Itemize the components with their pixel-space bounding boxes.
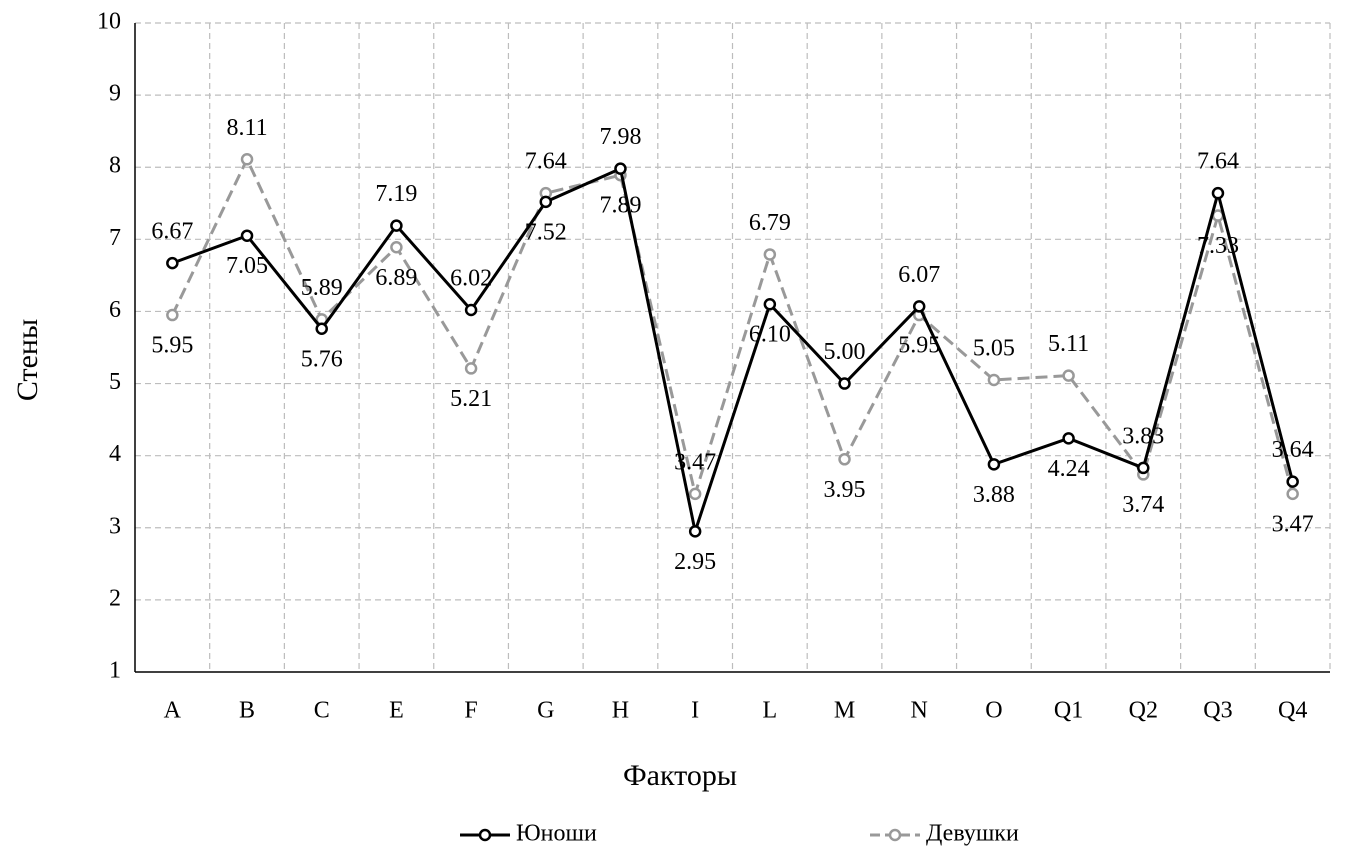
point: [763, 248, 777, 261]
point: [614, 162, 627, 175]
data-label: 3.47: [1272, 511, 1314, 537]
data-label: 3.64: [1272, 437, 1314, 463]
y-tick-label: 10: [97, 9, 121, 35]
point: [987, 373, 1001, 387]
point: [1062, 432, 1075, 445]
x-tick-label: B: [239, 698, 255, 724]
data-label: 3.88: [973, 482, 1015, 508]
x-tick-label: E: [389, 698, 404, 724]
x-tick-label: Q1: [1054, 698, 1083, 724]
y-tick-label: 2: [109, 585, 121, 611]
point: [838, 453, 851, 466]
x-tick-label: A: [164, 698, 182, 724]
y-tick-label: 3: [109, 513, 121, 539]
data-label: 7.33: [1197, 233, 1239, 259]
point: [166, 308, 179, 322]
data-label: 4.24: [1048, 456, 1090, 482]
x-axis-title: Факторы: [623, 759, 737, 792]
series-line: [171, 166, 1295, 538]
data-label: 6.79: [749, 210, 791, 236]
data-label: 8.11: [226, 115, 267, 141]
data-label: 5.76: [301, 346, 343, 372]
legend-marker: [888, 828, 902, 842]
point: [763, 297, 777, 311]
legend-label: Юноши: [516, 821, 597, 847]
point: [987, 458, 1001, 471]
y-tick-label: 1: [109, 658, 121, 684]
point: [390, 241, 403, 254]
point: [464, 362, 478, 375]
x-tick-label: Q4: [1278, 698, 1307, 724]
data-label: 3.47: [674, 449, 716, 475]
point: [1062, 369, 1075, 382]
data-label: 6.07: [898, 262, 940, 288]
data-label: 5.21: [450, 386, 492, 412]
point: [240, 229, 254, 242]
point: [912, 300, 926, 313]
point: [315, 322, 328, 336]
point: [1211, 186, 1225, 200]
data-label: 5.89: [301, 275, 343, 301]
point: [1286, 475, 1299, 488]
legend-label: Девушки: [926, 821, 1019, 847]
y-tick-label: 7: [109, 225, 121, 251]
data-label: 6.02: [450, 266, 492, 292]
data-label: 7.19: [375, 181, 417, 207]
point: [1137, 461, 1150, 475]
x-tick-label: M: [834, 698, 855, 724]
data-label: 6.67: [151, 219, 193, 245]
y-tick-label: 6: [109, 297, 121, 323]
data-label: 7.64: [1197, 149, 1239, 175]
data-label: 7.05: [226, 253, 268, 279]
point: [838, 377, 851, 390]
data-label: 3.95: [824, 477, 866, 503]
x-tick-label: O: [985, 698, 1002, 724]
x-tick-label: C: [314, 698, 330, 724]
data-label: 7.89: [599, 193, 641, 219]
legend-marker: [478, 828, 492, 842]
y-tick-label: 8: [109, 153, 121, 179]
x-tick-label: F: [464, 698, 477, 724]
x-tick-label: N: [911, 698, 928, 724]
point: [539, 195, 553, 209]
data-label: 3.83: [1122, 423, 1164, 449]
data-label: 7.52: [525, 219, 567, 245]
data-label: 5.05: [973, 335, 1015, 361]
y-tick-label: 4: [109, 441, 121, 467]
data-label: 5.95: [151, 333, 193, 359]
data-label: 6.10: [749, 322, 791, 348]
x-tick-label: Q2: [1129, 698, 1158, 724]
point: [390, 219, 403, 232]
point: [464, 303, 478, 317]
y-tick-label: 9: [109, 81, 121, 107]
point: [688, 487, 702, 501]
point: [1286, 487, 1299, 501]
data-label: 5.95: [898, 333, 940, 359]
point: [166, 256, 179, 270]
y-tick-label: 5: [109, 369, 121, 395]
x-tick-label: Q3: [1203, 698, 1232, 724]
series-line: [170, 155, 1295, 500]
data-label: 7.98: [599, 124, 641, 150]
point: [688, 525, 702, 538]
data-label: 3.74: [1122, 492, 1164, 518]
point: [240, 153, 254, 166]
data-label: 6.89: [375, 265, 417, 291]
y-axis-title: Стены: [11, 319, 44, 401]
data-label: 7.64: [525, 149, 567, 175]
x-tick-label: G: [537, 698, 554, 724]
data-label: 2.95: [674, 549, 716, 575]
data-label: 5.11: [1048, 331, 1089, 357]
x-tick-label: I: [691, 698, 699, 724]
x-tick-label: H: [612, 698, 629, 724]
x-tick-label: L: [763, 698, 778, 724]
data-label: 5.00: [824, 339, 866, 365]
